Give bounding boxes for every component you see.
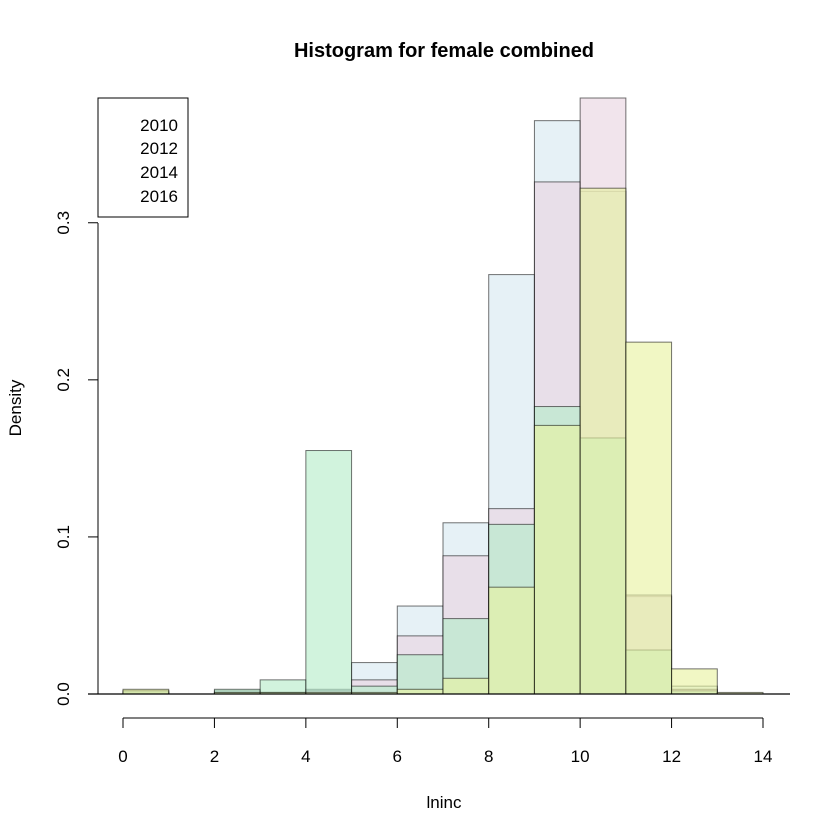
chart-title: Histogram for female combined (294, 40, 594, 62)
x-tick-label: 12 (662, 747, 681, 766)
bar-2016-bin-8 (488, 586, 535, 695)
bar-2014-bin-4 (305, 450, 353, 695)
y-axis-ticks: 0.0 0.1 0.2 0.3 (54, 211, 98, 706)
bar-2016-bin-10 (579, 187, 627, 695)
y-tick-label: 0.1 (54, 525, 73, 549)
legend: 2010 2012 2014 2016 (97, 97, 189, 218)
x-axis-ticks: 0 2 4 6 8 10 12 14 (118, 718, 772, 766)
legend-box (97, 97, 189, 218)
bar-2014-bin-3 (259, 679, 307, 695)
bar-2016-bin-7 (442, 677, 490, 695)
x-tick-label: 4 (301, 747, 310, 766)
legend-item-2012: 2012 (140, 139, 178, 158)
bar-2016-bin-6 (396, 688, 444, 695)
bar-2014-bin-6 (396, 654, 444, 695)
x-tick-label: 2 (210, 747, 219, 766)
x-tick-label: 8 (484, 747, 493, 766)
x-axis-label: lninc (427, 793, 462, 812)
bar-2016-bin-12 (671, 668, 718, 695)
legend-item-2010: 2010 (140, 116, 178, 135)
x-tick-label: 6 (393, 747, 402, 766)
bar-2016-bin-9 (533, 424, 581, 695)
x-tick-label: 10 (571, 747, 590, 766)
bar-2016-bin-0 (122, 688, 170, 695)
y-tick-label: 0.2 (54, 368, 73, 392)
legend-item-2014: 2014 (140, 163, 178, 182)
y-tick-label: 0.3 (54, 211, 73, 235)
bars-layer (122, 97, 764, 695)
y-tick-label: 0.0 (54, 682, 73, 706)
series-2016 (122, 187, 764, 695)
x-tick-label: 14 (754, 747, 773, 766)
bar-2016-bin-11 (625, 341, 673, 695)
x-tick-label: 0 (118, 747, 127, 766)
legend-item-2016: 2016 (140, 187, 178, 206)
y-axis-label: Density (6, 379, 25, 436)
